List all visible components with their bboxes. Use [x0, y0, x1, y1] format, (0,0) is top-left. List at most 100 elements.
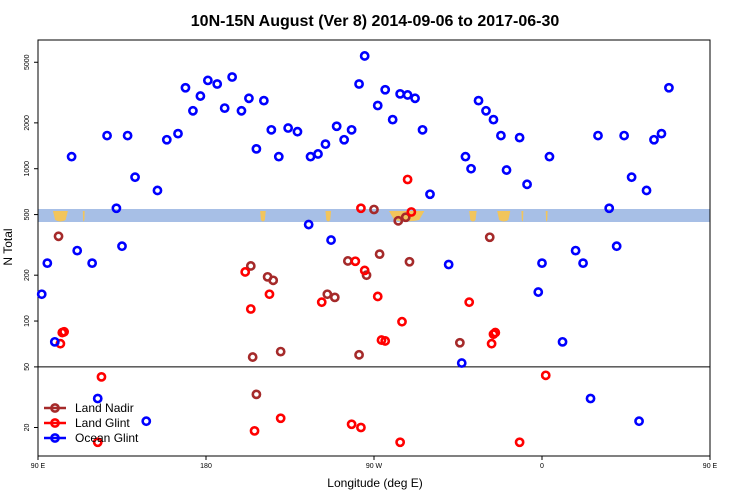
data-point: [585, 393, 596, 404]
legend-marker-land-glint: [50, 418, 60, 428]
data-point: [173, 128, 183, 139]
legend-marker-land-nadir: [50, 403, 60, 413]
land-band-segment: [521, 211, 524, 222]
data-point: [92, 393, 103, 404]
land-band-segment: [52, 211, 68, 222]
y-tick-label: 2000: [24, 115, 31, 131]
data-point: [359, 51, 370, 61]
data-point: [496, 130, 506, 141]
data-point: [486, 338, 497, 349]
y-tick-label: 5000: [24, 54, 31, 70]
x-tick-label: 0: [540, 463, 544, 470]
data-point: [533, 287, 544, 297]
data-point: [161, 134, 172, 145]
data-point: [540, 370, 551, 381]
x-tick-label: 180: [200, 463, 212, 470]
data-point: [303, 219, 314, 230]
data-point: [456, 358, 467, 368]
data-points: [36, 51, 674, 448]
data-point: [188, 105, 198, 116]
data-point: [454, 337, 465, 348]
legend-label-land-glint: Land Glint: [75, 416, 130, 430]
data-point: [402, 174, 413, 185]
legend-label-ocean-glint: Ocean Glint: [75, 431, 139, 445]
y-tick-label: 100: [24, 315, 31, 327]
data-point: [264, 289, 275, 300]
data-point: [369, 204, 379, 215]
legend-marker-ocean-glint: [50, 433, 60, 443]
series-ocean-glint: [36, 51, 674, 427]
data-point: [649, 134, 659, 145]
data-point: [397, 316, 407, 327]
data-point: [251, 143, 262, 154]
y-tick-label: 500: [24, 209, 31, 221]
data-point: [292, 126, 303, 137]
data-point: [443, 259, 454, 270]
data-point: [111, 203, 122, 214]
data-point: [36, 289, 47, 300]
data-point: [354, 79, 364, 89]
data-point: [141, 416, 152, 427]
data-point: [339, 134, 350, 145]
data-point: [326, 235, 336, 245]
data-point: [331, 121, 342, 132]
legend-label-land-nadir: Land Nadir: [75, 401, 134, 415]
land-band-segment: [545, 211, 548, 222]
data-point: [570, 245, 581, 256]
data-point: [219, 103, 230, 114]
data-point: [249, 425, 260, 436]
data-point: [501, 165, 512, 175]
data-point: [374, 249, 385, 260]
data-point: [664, 82, 674, 93]
data-point: [195, 91, 206, 101]
data-point: [59, 326, 70, 337]
data-point: [266, 124, 277, 135]
data-point: [117, 241, 127, 252]
data-point: [258, 95, 269, 106]
data-point: [130, 172, 140, 183]
x-tick-label: 90 E: [31, 463, 46, 470]
data-point: [514, 437, 525, 448]
data-point: [180, 82, 191, 93]
data-point: [361, 270, 372, 281]
data-point: [227, 72, 238, 82]
data-point: [322, 289, 333, 300]
land-band-segment: [469, 211, 477, 222]
data-point: [350, 256, 361, 267]
data-point: [320, 139, 331, 150]
data-point: [356, 422, 366, 433]
data-point: [578, 258, 588, 269]
data-point: [354, 349, 364, 360]
data-point: [245, 261, 256, 271]
data-point: [316, 297, 327, 308]
y-tick-label: 1000: [24, 161, 31, 177]
data-point: [484, 232, 495, 243]
data-point: [152, 185, 163, 196]
data-point: [395, 437, 406, 448]
data-point: [634, 416, 644, 427]
data-point: [72, 245, 83, 256]
data-point: [380, 84, 391, 95]
data-point: [359, 265, 370, 276]
y-tick-label: 20: [24, 424, 31, 432]
data-point: [42, 258, 53, 269]
data-point: [604, 203, 615, 214]
data-point: [356, 203, 366, 214]
data-point: [202, 75, 213, 86]
data-point: [522, 179, 532, 190]
data-point: [514, 132, 525, 143]
data-point: [406, 207, 417, 217]
data-point: [481, 105, 491, 116]
data-point: [247, 352, 258, 362]
data-point: [245, 304, 256, 314]
data-point: [275, 413, 286, 424]
data-point: [466, 163, 476, 174]
data-point: [593, 130, 603, 141]
y-axis-label: N Total: [1, 228, 15, 265]
data-point: [268, 275, 279, 286]
land-ocean-band: [38, 209, 710, 222]
data-point: [212, 79, 223, 89]
data-point: [96, 371, 107, 382]
